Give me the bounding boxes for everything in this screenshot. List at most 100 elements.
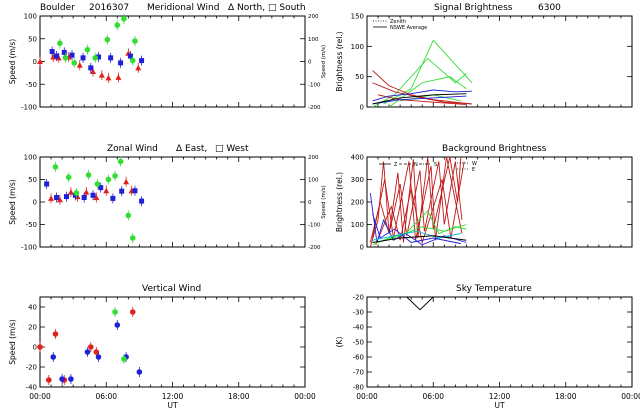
meridional-ytick-right-label: 100: [308, 37, 319, 43]
signal-ylabel: Brightness (rel.): [335, 31, 344, 91]
vertical-xtick-label: 06:00: [95, 392, 117, 401]
signal-series-red-3: [377, 94, 467, 106]
vertical-xtick-label: 00:00: [294, 392, 316, 401]
skytemp-ytick-label: -30: [353, 309, 364, 317]
zonal-point-zenith: [65, 174, 72, 181]
signal-ytick-label: 150: [351, 13, 364, 21]
background-ytick-label: 300: [351, 176, 364, 184]
zonal-point-zenith: [112, 173, 118, 179]
background-title: Background Brightness: [442, 144, 547, 154]
meridional-south-legend: □ South: [268, 3, 306, 13]
meridional-point-south: [96, 54, 102, 60]
signal-legend-label: NSWE Average: [390, 25, 427, 31]
meridional-point-south: [54, 53, 60, 59]
skytemp-xtick-label: 00:00: [621, 392, 640, 401]
vertical-xtick-label: 18:00: [228, 392, 250, 401]
skytemp-title: Sky Temperature: [456, 284, 532, 294]
background-series-black-a: [372, 235, 467, 243]
meridional-point-south: [88, 65, 94, 71]
zonal-east-legend: Δ East,: [176, 144, 207, 154]
meridional-ytick-right-label: -100: [308, 82, 321, 88]
meridional-point-south: [128, 53, 134, 59]
zonal-point-east: [67, 189, 74, 195]
zonal-point-west: [110, 195, 116, 201]
signal-series-red-2: [372, 82, 472, 105]
zonal-ytick-right-label: -100: [308, 223, 321, 229]
signal-series-green-1: [372, 57, 467, 108]
meridional-point-zenith: [92, 55, 99, 61]
signal-series-black-avg: [372, 93, 467, 105]
zonal-point-zenith: [85, 172, 92, 178]
zonal-ytick-label: -50: [26, 221, 37, 229]
meridional-point-north: [135, 64, 142, 71]
skytemp-xtick-label: 00:00: [356, 392, 378, 401]
vertical-point-zenith: [37, 344, 43, 350]
background-series-blue-b: [372, 213, 461, 245]
skytemp-ytick-label: -40: [353, 324, 364, 332]
zonal-ylabel: Speed (m/s): [8, 179, 17, 225]
skytemp-ytick-label: -20: [353, 294, 364, 302]
background-ylabel: Brightness (rel.): [335, 172, 344, 232]
vertical-point-zenith: [87, 344, 94, 350]
zonal-point-east: [56, 196, 63, 203]
meridional-point-south: [108, 55, 114, 61]
vertical-ytick-label: 40: [28, 304, 37, 312]
meridional-point-zenith: [132, 38, 138, 44]
background-series-cyan-a: [372, 230, 461, 241]
signal-ytick-label: 0: [360, 104, 364, 112]
meridional-point-zenith: [121, 15, 127, 22]
meridional-point-zenith: [62, 55, 69, 61]
meridional-point-north: [90, 68, 96, 75]
meridional-point-north: [115, 74, 122, 80]
vertical-point-south-west: [84, 349, 91, 355]
zonal-ytick-right-label: 200: [308, 155, 319, 161]
zonal-point-east: [93, 194, 100, 200]
signal-series-red-1: [372, 70, 472, 105]
zonal-ytick-right-label: -200: [308, 245, 321, 251]
skytemp-frame: [366, 296, 633, 388]
skytemp-xlabel: UT: [494, 401, 504, 410]
meridional-ytick-label: 50: [28, 35, 37, 43]
meridional-ytick-label: -100: [21, 104, 37, 112]
zonal-point-west: [81, 195, 87, 200]
signal-series-blue-2: [372, 95, 467, 105]
skytemp-ytick-label: -60: [353, 354, 364, 362]
zonal-point-west: [139, 198, 145, 204]
meridional-ytick-label: -50: [26, 81, 37, 89]
zonal-point-west: [64, 194, 69, 200]
meridional-point-south: [49, 48, 55, 54]
meridional-ytick-right-label: 200: [308, 14, 319, 20]
zonal-point-west: [44, 181, 50, 187]
meridional-point-south: [139, 58, 145, 64]
vertical-ylabel: Speed (m/s): [8, 319, 17, 365]
meridional-point-north: [105, 74, 112, 81]
meridional-point-south: [80, 55, 86, 61]
background-series-red-a: [369, 156, 462, 248]
zonal-point-zenith: [94, 181, 101, 187]
zonal-point-west: [98, 185, 104, 191]
background-legend-label: E: [472, 167, 475, 173]
background-ytick-label: 100: [351, 221, 364, 229]
skytemp-ytick-label: -80: [353, 384, 364, 392]
zonal-ytick-label: -100: [21, 244, 37, 252]
skytemp-ytick-label: -50: [353, 339, 364, 347]
vertical-point-south-west: [68, 376, 74, 382]
zonal-point-west: [90, 192, 96, 198]
zonal-point-zenith: [129, 235, 136, 241]
vertical-ytick-label: -20: [26, 364, 37, 372]
meridional-title: Meridional Wind: [147, 3, 219, 13]
background-ytick-label: 400: [351, 154, 364, 162]
zonal-point-zenith: [117, 158, 124, 165]
chart-marks: [37, 13, 473, 385]
meridional-point-north: [98, 72, 105, 78]
signal-series-green-2: [383, 39, 473, 105]
signal-ytick-label: 50: [355, 73, 364, 81]
vertical-point-zenith: [52, 331, 59, 337]
background-legend-label: W: [472, 161, 477, 167]
vertical-point-zenith: [93, 349, 100, 355]
background-ytick-label: 200: [351, 199, 364, 207]
background-legend-label: S: [434, 162, 437, 168]
vertical-point-south-west: [59, 376, 65, 382]
vertical-ytick-label: 20: [28, 324, 37, 332]
